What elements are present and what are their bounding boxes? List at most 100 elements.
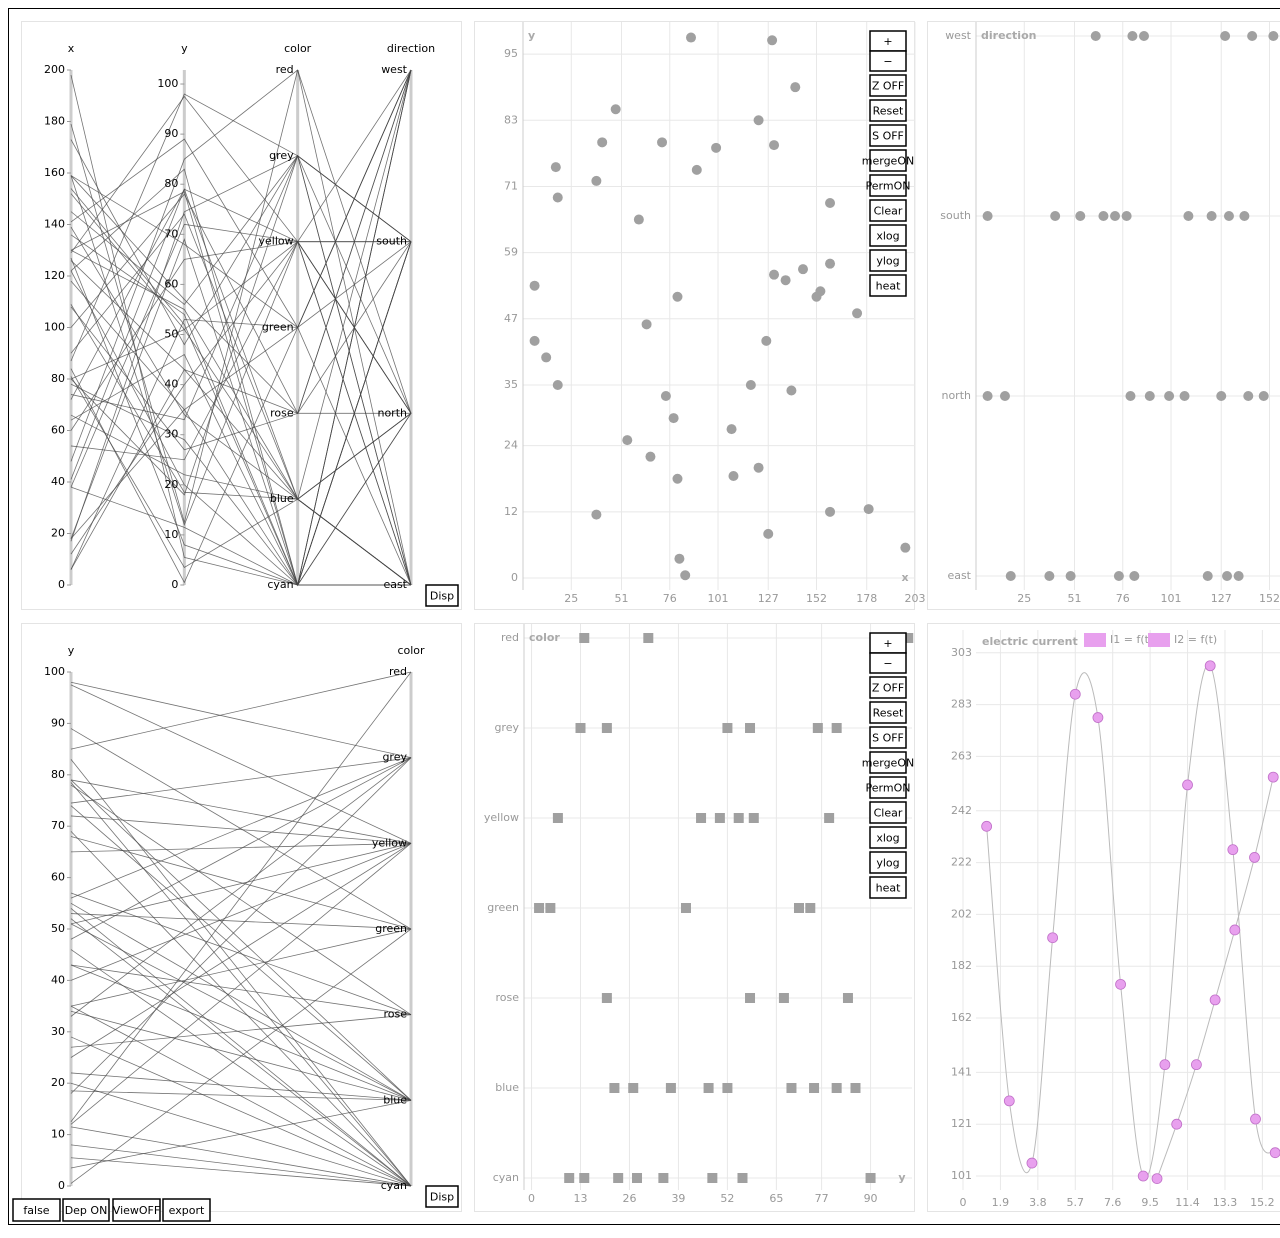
point [982,391,993,401]
button-label[interactable]: Disp [430,590,454,603]
button-label[interactable]: mergeON [862,155,914,168]
button[interactable]: Reset [869,99,907,122]
button[interactable]: false [12,1198,61,1222]
button-label[interactable]: xlog [876,832,899,845]
button-box[interactable] [869,851,907,874]
button-label[interactable]: PermON [866,782,911,795]
button[interactable]: ylog [869,851,907,874]
button-label[interactable]: false [23,1204,49,1217]
button-box[interactable] [869,224,907,247]
button-box[interactable] [869,726,907,749]
point [812,723,823,733]
button-label[interactable]: PermON [866,180,911,193]
y-tick-label: 121 [951,1117,972,1130]
button-box[interactable] [162,1198,211,1222]
button-label[interactable]: mergeON [862,757,914,770]
button-label[interactable]: Clear [874,807,903,820]
button-label[interactable]: ylog [876,857,899,870]
button-label[interactable]: ViewOFF [113,1204,160,1217]
button-label[interactable]: + [883,35,892,48]
button[interactable]: heat [869,274,907,297]
button[interactable]: export [162,1198,211,1222]
series-line [986,664,1276,1179]
button-box[interactable] [869,826,907,849]
button-box[interactable] [112,1198,161,1222]
button-box[interactable] [869,199,907,222]
button-box[interactable] [12,1198,61,1222]
button-label[interactable]: + [883,637,892,650]
button[interactable]: S OFF [869,124,907,147]
button-box[interactable] [869,801,907,824]
button[interactable]: Z OFF [869,676,907,699]
button-box[interactable] [869,652,907,674]
button[interactable]: PermON [866,776,911,799]
button-label[interactable]: − [883,657,892,670]
x-tick-label: 127 [1211,592,1232,605]
button-box[interactable] [869,50,907,72]
button[interactable]: PermON [866,174,911,197]
tick-label: 90 [164,127,178,140]
button-label[interactable]: Z OFF [872,80,904,93]
button-label[interactable]: ylog [876,255,899,268]
button[interactable]: heat [869,876,907,899]
button-box[interactable] [425,584,459,607]
button-label[interactable]: Reset [873,105,904,118]
button-box[interactable] [869,149,907,172]
point [1209,994,1221,1006]
button[interactable]: Clear [869,801,907,824]
button-label[interactable]: S OFF [872,732,904,745]
button-box[interactable] [425,1185,459,1208]
point [753,115,764,126]
button-label[interactable]: Clear [874,205,903,218]
button-box[interactable] [869,174,907,197]
axis-category: grey [382,751,407,764]
button[interactable]: − [869,652,907,674]
button[interactable]: − [869,50,907,72]
button-label[interactable]: export [169,1204,205,1217]
point [831,1083,842,1093]
button[interactable]: ViewOFF [112,1198,161,1222]
button[interactable]: ylog [869,249,907,272]
tick-label: 100 [157,77,178,90]
button[interactable]: S OFF [869,726,907,749]
button-label[interactable]: Z OFF [872,682,904,695]
button[interactable]: Reset [869,701,907,724]
button-label[interactable]: S OFF [872,130,904,143]
tick-label: 60 [164,277,178,290]
button-label[interactable]: Dep ON [65,1204,108,1217]
button-label[interactable]: Reset [873,707,904,720]
button-box[interactable] [869,74,907,97]
tick-label: 100 [44,321,65,334]
button-box[interactable] [869,99,907,122]
button[interactable]: mergeON [862,751,914,774]
point [552,379,563,390]
button[interactable]: + [869,632,907,654]
data-line [70,779,412,1101]
button-label[interactable]: heat [876,882,901,895]
button-label[interactable]: − [883,55,892,68]
button-box[interactable] [62,1198,110,1222]
button-box[interactable] [869,751,907,774]
data-line [70,383,411,586]
button-box[interactable] [869,676,907,699]
button[interactable]: Z OFF [869,74,907,97]
button[interactable]: xlog [869,826,907,849]
button[interactable]: Clear [869,199,907,222]
button[interactable]: + [869,30,907,52]
button-label[interactable]: Disp [430,1191,454,1204]
button[interactable]: Disp [425,1185,459,1208]
point [1075,211,1086,221]
button-box[interactable] [869,876,907,899]
button-label[interactable]: xlog [876,230,899,243]
button-box[interactable] [869,249,907,272]
button-box[interactable] [869,124,907,147]
button[interactable]: Disp [425,584,459,607]
button[interactable]: xlog [869,224,907,247]
button[interactable]: mergeON [862,149,914,172]
button-label[interactable]: heat [876,280,901,293]
button-box[interactable] [869,701,907,724]
button[interactable]: Dep ON [62,1198,110,1222]
data-line [70,949,412,1187]
button-box[interactable] [869,274,907,297]
button-box[interactable] [869,776,907,799]
